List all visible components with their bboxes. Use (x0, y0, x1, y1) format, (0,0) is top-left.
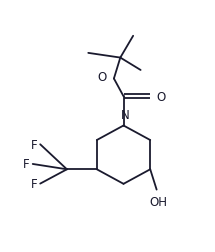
Text: O: O (157, 90, 166, 103)
Text: F: F (31, 138, 38, 151)
Text: OH: OH (150, 195, 168, 208)
Text: O: O (98, 71, 107, 84)
Text: N: N (121, 109, 130, 122)
Text: F: F (31, 177, 38, 190)
Text: F: F (23, 158, 29, 171)
